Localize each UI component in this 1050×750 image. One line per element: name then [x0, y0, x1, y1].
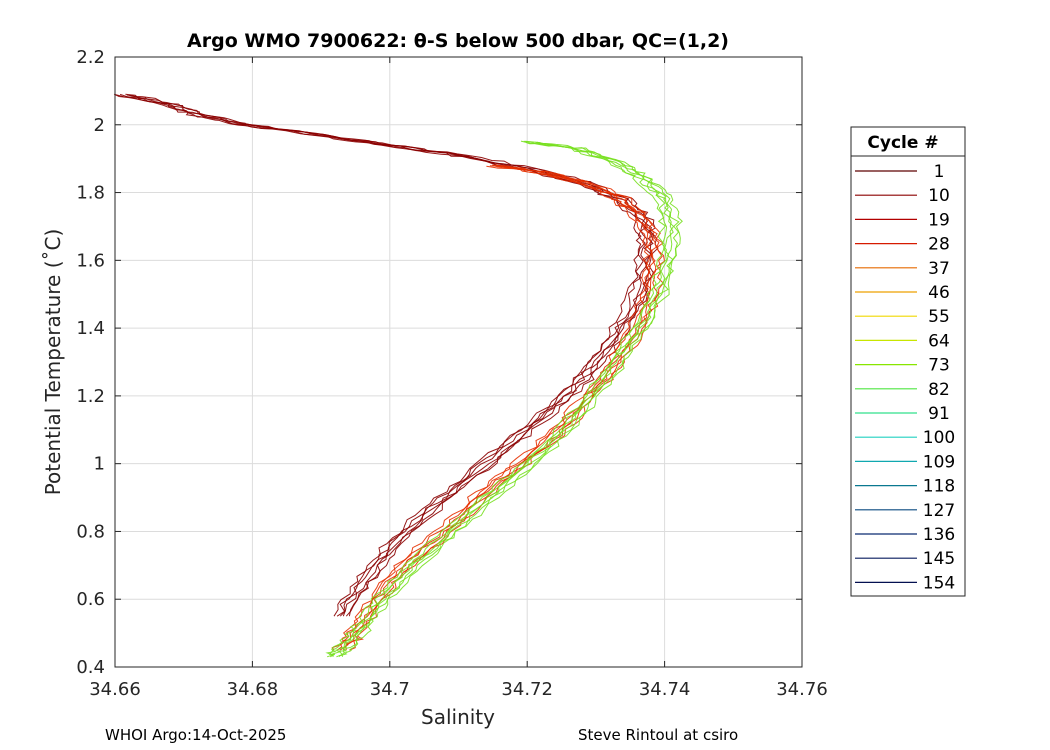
legend-entry-label: 100 [923, 428, 955, 448]
y-tick-label: 1.2 [76, 386, 105, 407]
legend-entry-label: 118 [923, 477, 955, 497]
legend-entry-label: 154 [923, 573, 955, 593]
y-tick-label: 1.4 [76, 318, 105, 339]
legend-entry-label: 28 [928, 235, 950, 255]
footer-source-date: WHOI Argo:14-Oct-2025 [105, 726, 287, 744]
y-tick-label: 0.4 [76, 657, 105, 678]
legend-box [850, 126, 966, 597]
legend: Cycle # 1 10 19 28 37 46 55 64 73 82 91 100 109 118 12… [850, 126, 966, 597]
x-tick-label: 34.76 [776, 679, 828, 700]
legend-entry-label: 19 [928, 210, 950, 230]
profile-line [339, 165, 656, 651]
x-tick-label: 34.72 [501, 679, 553, 700]
profile-line [349, 165, 666, 651]
legend-entry-label: 82 [928, 380, 950, 400]
legend-title: Cycle # [867, 133, 938, 153]
y-tick-label: 1.6 [76, 250, 105, 271]
y-tick-label: 0.6 [76, 589, 105, 610]
grid-lines [114, 56, 803, 668]
legend-entry-label: 1 [934, 162, 945, 182]
legend-entry-label: 109 [923, 452, 955, 472]
legend-entry-label: 64 [928, 331, 950, 351]
profile-line [113, 93, 642, 617]
profile-line [115, 94, 646, 617]
x-tick-label: 34.74 [639, 679, 691, 700]
profile-lines [113, 93, 683, 658]
legend-entry-label: 145 [923, 549, 955, 569]
legend-entry-label: 46 [928, 283, 950, 303]
profile-line [128, 94, 655, 617]
y-tick-label: 1.8 [76, 183, 105, 204]
y-tick-label: 2.2 [76, 47, 105, 68]
legend-entry-label: 127 [923, 501, 955, 521]
profile-line [331, 165, 650, 651]
axis-ticks: 34.66 34.68 34.7 34.72 34.74 34.76 0.4 0.6 0.8 1 1… [76, 47, 827, 700]
legend-entry-label: 73 [928, 356, 950, 376]
footer-attribution: Steve Rintoul at csiro [578, 726, 739, 744]
profile-line [338, 141, 680, 657]
y-tick-label: 1 [94, 454, 105, 475]
legend-entry-label: 136 [923, 525, 955, 545]
profile-line [328, 140, 668, 658]
y-tick-label: 0.8 [76, 521, 105, 542]
profile-line [336, 140, 675, 658]
profile-line [125, 93, 654, 617]
legend-entry-label: 91 [928, 404, 950, 424]
profile-line [341, 141, 683, 657]
legend-entry-label: 10 [928, 186, 950, 206]
x-axis-label: Salinity [421, 705, 495, 729]
legend-entry-label: 55 [928, 307, 950, 327]
legend-entry-label: 37 [928, 259, 950, 279]
chart-title: Argo WMO 7900622: θ-S below 500 dbar, QC… [187, 30, 729, 52]
y-tick-label: 2 [94, 115, 105, 136]
x-tick-label: 34.7 [370, 679, 410, 700]
x-tick-label: 34.66 [89, 679, 141, 700]
x-tick-label: 34.68 [227, 679, 279, 700]
profile-line [336, 164, 653, 651]
profile-line [119, 93, 648, 617]
y-axis-label: Potential Temperature (˚C) [41, 229, 65, 496]
plot-frame [114, 56, 803, 668]
profile-line [325, 140, 667, 658]
